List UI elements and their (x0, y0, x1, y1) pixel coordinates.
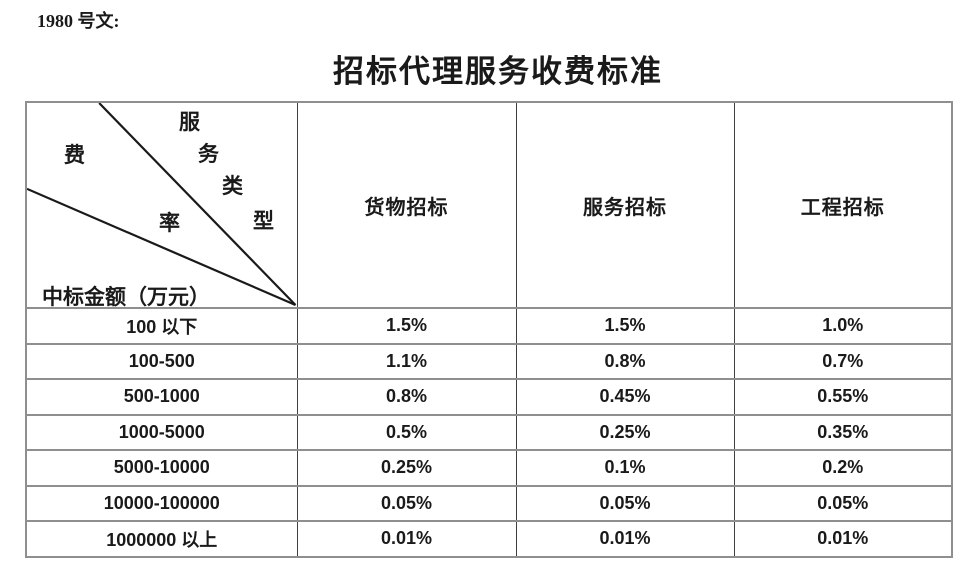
rate-service: 0.8% (515, 342, 735, 380)
rate-service: 0.1% (515, 449, 735, 487)
rate-engineering: 0.55% (733, 378, 953, 416)
rate-goods: 0.05% (296, 484, 517, 522)
fee-standard-table: 服 务 类 型 费 率 中标金额（万元） 货物招标 服务招标 工程招标 100 … (25, 101, 953, 558)
table-row: 100-500 1.1% 0.8% 0.7% (25, 342, 953, 380)
corner-label-rate-char: 费 (64, 143, 85, 167)
rate-engineering: 0.05% (733, 484, 953, 522)
corner-label-rate-char: 率 (159, 211, 180, 235)
rate-goods: 1.5% (296, 307, 517, 345)
rate-service: 0.01% (515, 520, 735, 558)
amount-range: 500-1000 (25, 378, 298, 416)
col-header-goods: 货物招标 (296, 101, 517, 309)
amount-range: 5000-10000 (25, 449, 298, 487)
page-title: 招标代理服务收费标准 (333, 54, 663, 89)
rate-service: 0.25% (515, 413, 735, 451)
corner-label-service-type-char: 务 (198, 142, 219, 166)
col-header-engineering: 工程招标 (733, 101, 953, 309)
rate-goods: 0.8% (296, 378, 517, 416)
corner-header-cell: 服 务 类 型 费 率 中标金额（万元） (25, 101, 298, 309)
corner-label-amount: 中标金额（万元） (42, 285, 210, 309)
rate-service: 0.05% (515, 484, 735, 522)
diagonal-line-upper (98, 103, 297, 306)
rate-goods: 0.01% (296, 520, 517, 558)
rate-service: 1.5% (515, 307, 735, 345)
table-row: 1000-5000 0.5% 0.25% 0.35% (25, 413, 953, 451)
amount-range: 100 以下 (25, 307, 298, 345)
rate-engineering: 0.01% (733, 520, 953, 558)
rate-engineering: 0.2% (733, 449, 953, 487)
rate-engineering: 0.7% (733, 342, 953, 380)
corner-label-service-type-char: 服 (179, 110, 200, 134)
table-row: 10000-100000 0.05% 0.05% 0.05% (25, 484, 953, 522)
diagonal-lines (27, 103, 297, 307)
amount-range: 1000000 以上 (25, 520, 298, 558)
amount-range: 100-500 (25, 342, 298, 380)
diagonal-line-lower (27, 187, 296, 307)
table-row: 100 以下 1.5% 1.5% 1.0% (25, 307, 953, 345)
corner-label-service-type-char: 型 (253, 209, 274, 233)
corner-label-service-type-char: 类 (222, 174, 243, 198)
col-header-service: 服务招标 (515, 101, 735, 309)
rate-goods: 0.25% (296, 449, 517, 487)
table-row: 5000-10000 0.25% 0.1% 0.2% (25, 449, 953, 487)
rate-engineering: 1.0% (733, 307, 953, 345)
table-row: 1000000 以上 0.01% 0.01% 0.01% (25, 520, 953, 558)
amount-range: 10000-100000 (25, 484, 298, 522)
rate-goods: 1.1% (296, 342, 517, 380)
rate-goods: 0.5% (296, 413, 517, 451)
amount-range: 1000-5000 (25, 413, 298, 451)
doc-ref: 1980 号文: (37, 11, 120, 31)
rate-engineering: 0.35% (733, 413, 953, 451)
table-header-row: 服 务 类 型 费 率 中标金额（万元） 货物招标 服务招标 工程招标 (25, 101, 953, 309)
table-row: 500-1000 0.8% 0.45% 0.55% (25, 378, 953, 416)
rate-service: 0.45% (515, 378, 735, 416)
